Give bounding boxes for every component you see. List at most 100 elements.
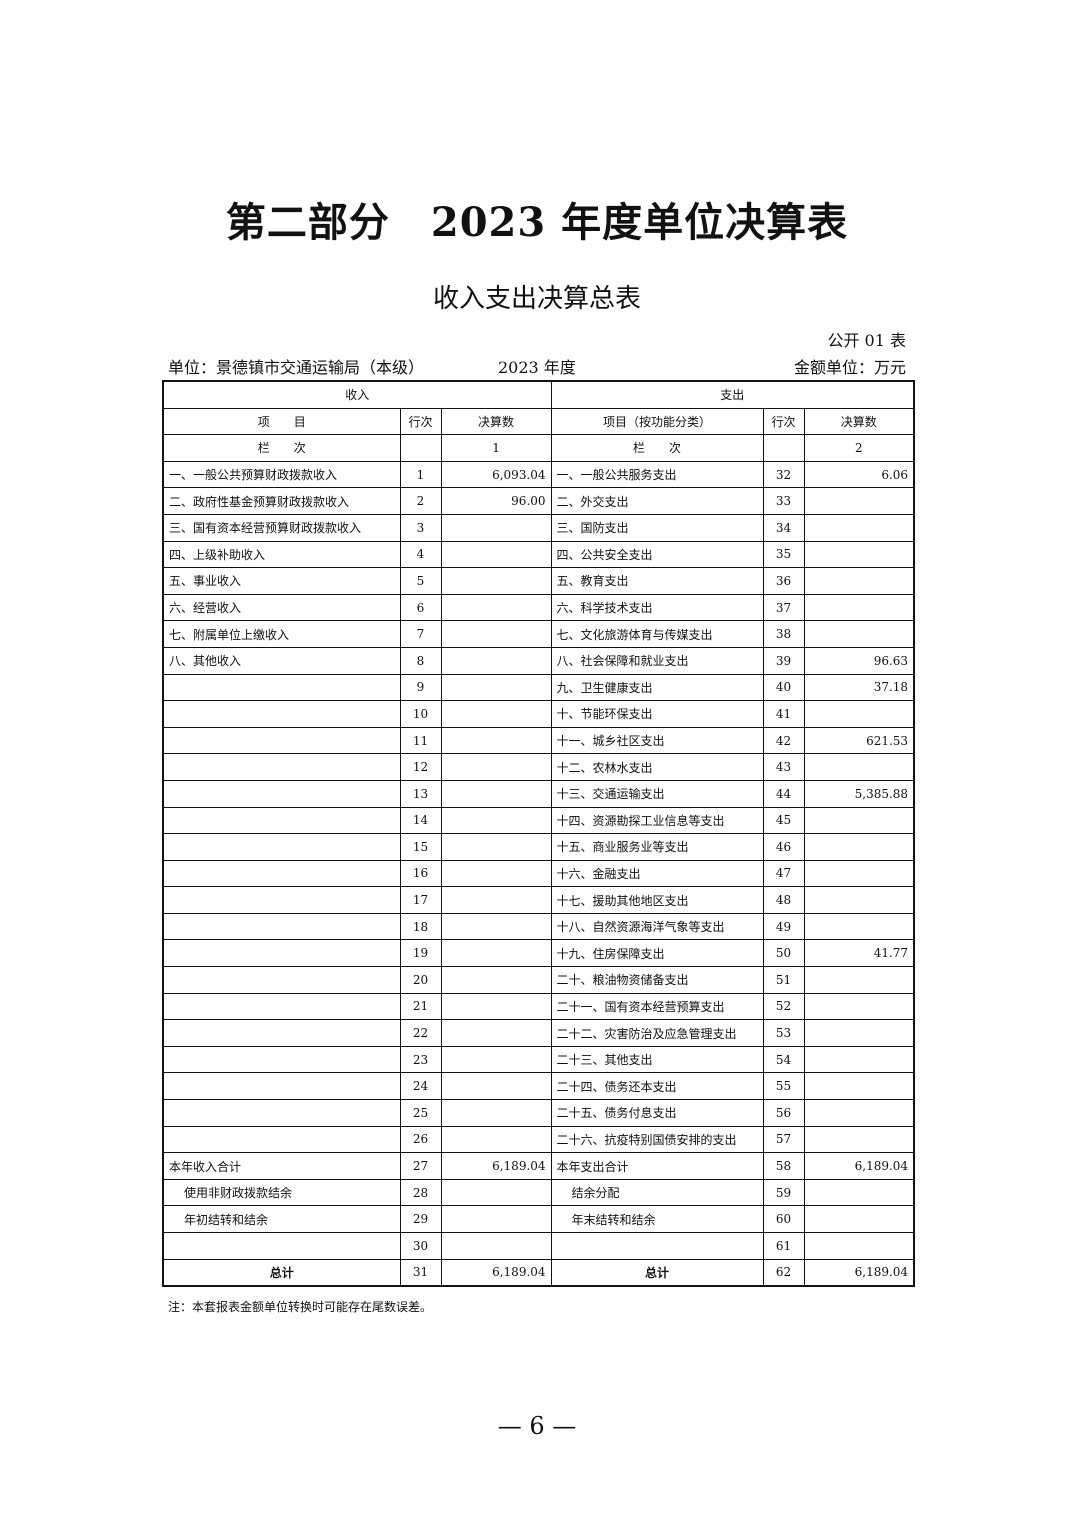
table-code: 公开 01 表 <box>827 331 906 350</box>
income-row-no: 4 <box>399 540 442 569</box>
expense-item: 十八、自然资源海洋气象等支出 <box>550 912 764 941</box>
income-row-no: 6 <box>399 593 442 622</box>
expense-amount <box>803 912 915 941</box>
expense-row-no: 45 <box>762 806 805 835</box>
expense-row-no: 57 <box>762 1125 805 1154</box>
expense-amount <box>803 700 915 728</box>
income-item <box>162 966 401 994</box>
expense-amount <box>803 1125 915 1154</box>
expense-row-no: 32 <box>762 460 805 489</box>
expense-row-no: 56 <box>762 1099 805 1127</box>
income-item: 八、其他收入 <box>162 646 401 675</box>
income-row-no: 12 <box>399 753 442 781</box>
expense-amount <box>803 540 915 569</box>
income-row-no: 23 <box>399 1045 442 1074</box>
income-amount <box>440 912 552 941</box>
income-item: 本年收入合计 <box>162 1152 401 1180</box>
expense-amount <box>803 487 915 515</box>
table-row: 七、附属单位上缴收入 7 七、文化旅游体育与传媒支出 38 <box>162 620 915 648</box>
col-index-1: 1 <box>440 434 552 462</box>
income-item <box>162 833 401 861</box>
expense-header: 支出 <box>550 380 915 409</box>
expense-row-no: 39 <box>762 646 805 675</box>
income-row-no: 14 <box>399 806 442 835</box>
income-item: 年初结转和结余 <box>162 1205 401 1233</box>
income-item <box>162 779 401 808</box>
income-item: 使用非财政拨款结余 <box>162 1178 401 1207</box>
table-row: 六、经营收入 6 六、科学技术支出 37 <box>162 593 915 622</box>
table-row: 14 十四、资源勘探工业信息等支出 45 <box>162 806 915 835</box>
income-amount <box>440 1019 552 1047</box>
table-row: 13 十三、交通运输支出 44 5,385.88 <box>162 779 915 808</box>
expense-row-no: 41 <box>762 700 805 728</box>
income-row-no: 26 <box>399 1125 442 1154</box>
header-row-section: 收入 支出 <box>162 380 915 409</box>
income-amount: 6,189.04 <box>440 1152 552 1180</box>
income-row-no: 11 <box>399 726 442 755</box>
expense-amount <box>803 1099 915 1127</box>
table-row: 30 61 <box>162 1232 915 1260</box>
column-label: 栏 次 <box>162 434 401 462</box>
expense-item: 结余分配 <box>550 1178 764 1207</box>
expense-amount: 6,189.04 <box>803 1152 915 1180</box>
unit-line: 单位：景德镇市交通运输局（本级） 2023 年度 金额单位：万元 <box>168 354 906 378</box>
income-item <box>162 673 401 702</box>
income-item: 二、政府性基金预算财政拨款收入 <box>162 487 401 515</box>
income-amount <box>440 939 552 968</box>
table-row: 八、其他收入 8 八、社会保障和就业支出 39 96.63 <box>162 646 915 675</box>
expense-amount <box>803 886 915 914</box>
expense-row-no: 48 <box>762 886 805 914</box>
income-row-no: 17 <box>399 886 442 914</box>
table-row: 24 二十四、债务还本支出 55 <box>162 1072 915 1101</box>
col-amount: 决算数 <box>440 407 552 436</box>
income-amount <box>440 779 552 808</box>
income-amount: 96.00 <box>440 487 552 515</box>
header-row-columns: 项 目行次 决算数 项目（按功能分类） 行次 决算数 <box>162 407 915 436</box>
income-item <box>162 992 401 1021</box>
expense-amount <box>803 567 915 595</box>
table-row: 19 十九、住房保障支出 50 41.77 <box>162 939 915 968</box>
table-row: 22 二十二、灾害防治及应急管理支出 53 <box>162 1019 915 1047</box>
main-title: 第二部分 2023 年度单位决算表 <box>225 199 849 246</box>
table-row: 17 十七、援助其他地区支出 48 <box>162 886 915 914</box>
table-row: 25 二十五、债务付息支出 56 <box>162 1099 915 1127</box>
table-row: 一、一般公共预算财政拨款收入 1 6,093.04 一、一般公共服务支出 32 6.06 <box>162 460 915 489</box>
income-item: 一、一般公共预算财政拨款收入 <box>162 460 401 489</box>
table-row: 五、事业收入 5 五、教育支出 36 <box>162 567 915 595</box>
expense-row-no: 42 <box>762 726 805 755</box>
income-row-no: 25 <box>399 1099 442 1127</box>
income-amount <box>440 1178 552 1207</box>
expense-item <box>550 1232 764 1260</box>
income-item <box>162 1072 401 1101</box>
income-row-no: 22 <box>399 1019 442 1047</box>
expense-item: 七、文化旅游体育与传媒支出 <box>550 620 764 648</box>
income-row-no: 16 <box>399 859 442 888</box>
expense-amount: 37.18 <box>803 673 915 702</box>
income-item <box>162 1125 401 1154</box>
expense-amount <box>803 833 915 861</box>
income-item <box>162 1232 401 1260</box>
table-row: 年初结转和结余 29 年末结转和结余 60 <box>162 1205 915 1233</box>
expense-item: 九、卫生健康支出 <box>550 673 764 702</box>
expense-amount: 6,189.04 <box>803 1258 915 1287</box>
expense-item: 二十六、抗疫特别国债安排的支出 <box>550 1125 764 1154</box>
income-item <box>162 726 401 755</box>
expense-item: 六、科学技术支出 <box>550 593 764 622</box>
table-row: 10 十、节能环保支出 41 <box>162 700 915 728</box>
income-amount <box>440 1205 552 1233</box>
income-amount <box>440 593 552 622</box>
table-row: 23 二十三、其他支出 54 <box>162 1045 915 1074</box>
income-item <box>162 886 401 914</box>
expense-amount: 621.53 <box>803 726 915 755</box>
expense-amount <box>803 1232 915 1260</box>
expense-row-no: 53 <box>762 1019 805 1047</box>
table-row: 20 二十、粮油物资储备支出 51 <box>162 966 915 994</box>
income-item: 五、事业收入 <box>162 567 401 595</box>
income-amount <box>440 567 552 595</box>
expense-item: 三、国防支出 <box>550 513 764 542</box>
table-row: 26 二十六、抗疫特别国债安排的支出 57 <box>162 1125 915 1154</box>
table-row: 四、上级补助收入 4 四、公共安全支出 35 <box>162 540 915 569</box>
expense-amount: 5,385.88 <box>803 779 915 808</box>
expense-item: 二十、粮油物资储备支出 <box>550 966 764 994</box>
